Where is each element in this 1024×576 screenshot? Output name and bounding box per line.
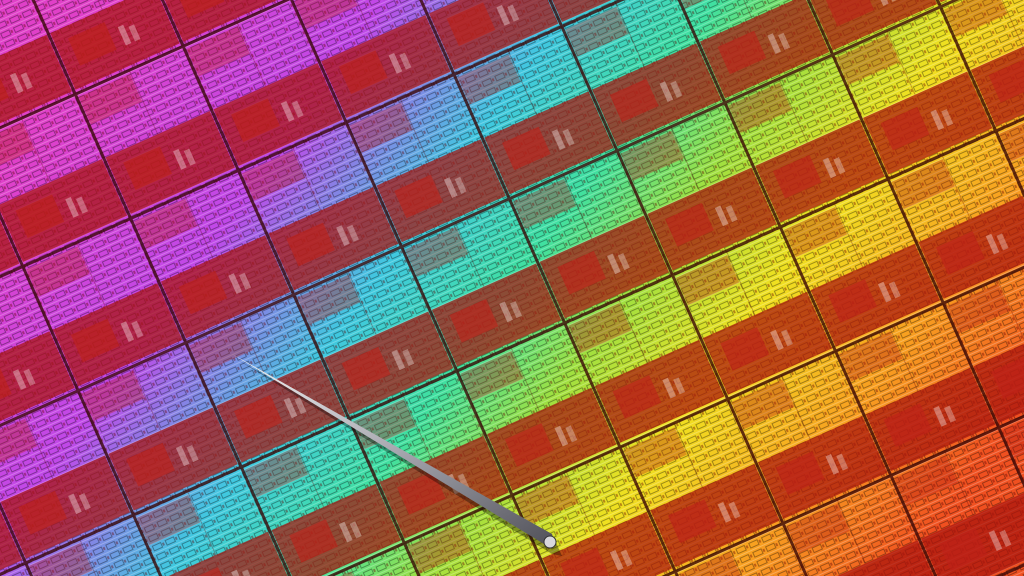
probe-needle xyxy=(232,354,562,556)
needle-base xyxy=(543,535,557,549)
needle xyxy=(232,354,556,546)
needle-shadow xyxy=(238,360,562,556)
